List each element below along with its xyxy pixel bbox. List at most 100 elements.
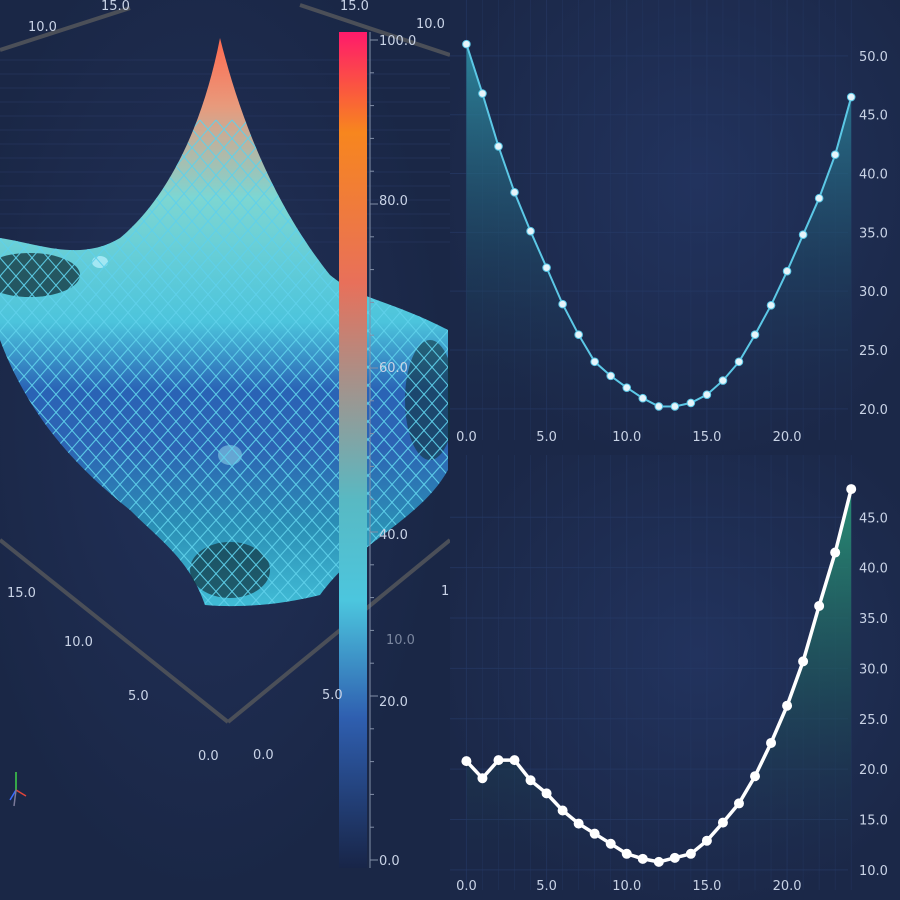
- mesh-line: [0, 119, 313, 607]
- y-tick-label: 25.0: [859, 713, 888, 728]
- data-point: [605, 838, 616, 849]
- back-axis-right: [299, 3, 450, 57]
- data-point: [589, 828, 600, 839]
- mesh-line: [251, 119, 448, 607]
- mesh-line: [267, 119, 448, 607]
- data-point: [590, 357, 599, 367]
- back-axis-left: [0, 6, 131, 52]
- colorbar-gradient: [339, 32, 367, 868]
- axis-label-left-10: 10.0: [64, 635, 93, 650]
- x-tick-label: 15.0: [692, 879, 721, 894]
- mesh-line: [87, 119, 448, 607]
- colorbar-tick-label: 40.0: [379, 528, 408, 543]
- x-tick-label: 5.0: [536, 430, 557, 445]
- x-tick-label: 20.0: [773, 430, 802, 445]
- x-tick-label: 20.0: [773, 879, 802, 894]
- colorbar-tick-label: 80.0: [379, 194, 408, 209]
- axis-label-back-far: 10.0: [416, 17, 445, 32]
- data-point: [461, 756, 472, 767]
- colorbar: 100.0 80.0 60.0 40.0 20.0 0.0: [339, 32, 416, 869]
- top-line-chart-panel[interactable]: 0.0 5.0 10.0 15.0 20.0 20.0 25.0 30.0 35.0 40.0 4…: [450, 0, 900, 455]
- mesh-line: [0, 119, 357, 607]
- mesh-line: [155, 119, 448, 607]
- mesh-line: [171, 119, 448, 607]
- data-point: [477, 773, 488, 784]
- axis-label-back-right: 15.0: [340, 0, 369, 14]
- data-point: [462, 39, 471, 49]
- surface-mesh-body: [0, 38, 448, 607]
- data-point: [653, 856, 664, 867]
- axis-label-origin-left: 0.0: [198, 749, 219, 764]
- axis-label-left-5: 5.0: [128, 689, 149, 704]
- mesh-line: [0, 119, 281, 607]
- y-tick-label: 30.0: [859, 285, 888, 300]
- axis-label-origin-right: 0.0: [253, 748, 274, 763]
- data-point: [750, 771, 761, 782]
- data-point: [782, 700, 793, 711]
- y-tick-label: 40.0: [859, 562, 888, 577]
- data-point: [686, 398, 696, 408]
- data-point: [493, 755, 504, 766]
- bottom-line-chart[interactable]: 0.0 5.0 10.0 15.0 20.0 10.0 15.0 20.0 25.0 30.0 3…: [450, 455, 900, 900]
- y-tick-label: 35.0: [859, 226, 888, 241]
- data-point: [798, 230, 808, 240]
- mesh-line: [0, 119, 309, 607]
- y-tick-label: 20.0: [859, 763, 888, 778]
- data-point: [525, 775, 536, 786]
- x-tick-label: 15.0: [692, 430, 721, 445]
- mesh-line: [0, 119, 373, 607]
- surface-chart[interactable]: 100.080.060.040.020.00.0 10.0 15.0 15.0 …: [0, 0, 450, 900]
- axis-label-right-partial: 1: [441, 584, 449, 599]
- colorbar-tick-label: 60.0: [379, 361, 408, 376]
- data-point: [846, 92, 856, 102]
- axis-label-left-15: 15.0: [7, 586, 36, 601]
- y-tick-label: 15.0: [859, 814, 888, 829]
- data-point: [733, 798, 744, 809]
- bottom-line-chart-panel[interactable]: 0.0 5.0 10.0 15.0 20.0 10.0 15.0 20.0 25.0 30.0 3…: [450, 455, 900, 900]
- data-point: [478, 89, 487, 98]
- data-point: [782, 266, 792, 276]
- data-point: [702, 390, 712, 400]
- mesh-line: [0, 119, 293, 607]
- y-tick-label: 45.0: [859, 511, 888, 526]
- data-point: [766, 300, 776, 310]
- axis-label-right-10: 10.0: [386, 633, 415, 648]
- data-point: [701, 835, 712, 846]
- front-axis-left: [0, 538, 230, 724]
- data-point: [509, 755, 520, 766]
- data-point: [621, 848, 632, 859]
- axis-label-back-mid: 15.0: [101, 0, 130, 14]
- data-point: [814, 600, 825, 611]
- surface-chart-panel[interactable]: 100.0 80.0 60.0 40.0 20.0 0.0 10.0 15.0 15.0 …: [0, 0, 450, 900]
- surface-shading: [0, 253, 450, 598]
- axis-label-right-5: 5.0: [322, 688, 343, 703]
- mesh-line: [203, 119, 448, 607]
- mesh-line: [235, 119, 448, 607]
- mesh-line: [0, 119, 233, 607]
- x-tick-label: 0.0: [456, 879, 477, 894]
- data-point: [750, 330, 760, 340]
- top-line-chart[interactable]: 0.0 5.0 10.0 15.0 20.0 20.0 25.0 30.0 35.0 40.0 4…: [450, 0, 900, 455]
- data-point: [573, 818, 584, 829]
- colorbar-tick-label: 100.0: [379, 34, 416, 49]
- mesh-line: [151, 119, 448, 607]
- data-point: [830, 150, 840, 160]
- data-point: [558, 299, 567, 309]
- x-tick-label: 5.0: [536, 879, 557, 894]
- data-point: [685, 848, 696, 859]
- y-tick-label: 25.0: [859, 344, 888, 359]
- x-tick-label: 10.0: [612, 879, 641, 894]
- top-series-area: [466, 44, 852, 430]
- data-point: [669, 852, 680, 863]
- bottom-series-area: [466, 489, 852, 880]
- data-point: [717, 817, 728, 828]
- mesh-line: [187, 119, 448, 607]
- y-tick-label: 50.0: [859, 50, 888, 65]
- data-point: [557, 805, 568, 816]
- mesh-line: [199, 119, 448, 607]
- data-point: [637, 853, 648, 864]
- y-tick-label: 10.0: [859, 864, 888, 879]
- mesh-line: [0, 119, 9, 607]
- axis-label-back-left: 10.0: [28, 20, 57, 35]
- mesh-line: [0, 119, 341, 607]
